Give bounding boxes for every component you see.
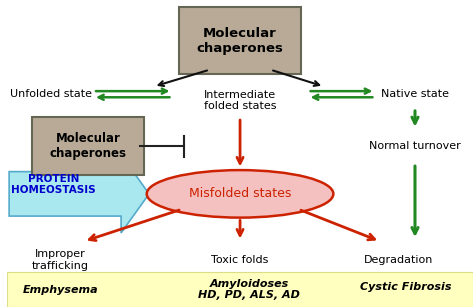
FancyBboxPatch shape bbox=[32, 117, 145, 176]
Text: Cystic Fibrosis: Cystic Fibrosis bbox=[360, 282, 451, 292]
Text: Intermediate
folded states: Intermediate folded states bbox=[204, 90, 276, 111]
Text: Improper
trafficking: Improper trafficking bbox=[32, 249, 89, 271]
Bar bbox=[7, 272, 474, 307]
Text: Toxic folds: Toxic folds bbox=[211, 255, 269, 265]
Text: Degradation: Degradation bbox=[364, 255, 433, 265]
Text: Amyloidoses
HD, PD, ALS, AD: Amyloidoses HD, PD, ALS, AD bbox=[199, 279, 301, 300]
Text: Native state: Native state bbox=[381, 89, 449, 99]
Text: Unfolded state: Unfolded state bbox=[10, 89, 92, 99]
Text: Misfolded states: Misfolded states bbox=[189, 187, 291, 201]
Text: Molecular
chaperones: Molecular chaperones bbox=[197, 26, 283, 55]
Text: Normal turnover: Normal turnover bbox=[369, 141, 461, 151]
Text: Molecular
chaperones: Molecular chaperones bbox=[50, 132, 127, 160]
Text: PROTEIN
HOMEOSTASIS: PROTEIN HOMEOSTASIS bbox=[11, 174, 96, 196]
Text: Emphysema: Emphysema bbox=[23, 286, 98, 295]
Polygon shape bbox=[9, 155, 149, 233]
FancyBboxPatch shape bbox=[179, 7, 301, 74]
Ellipse shape bbox=[147, 170, 333, 218]
